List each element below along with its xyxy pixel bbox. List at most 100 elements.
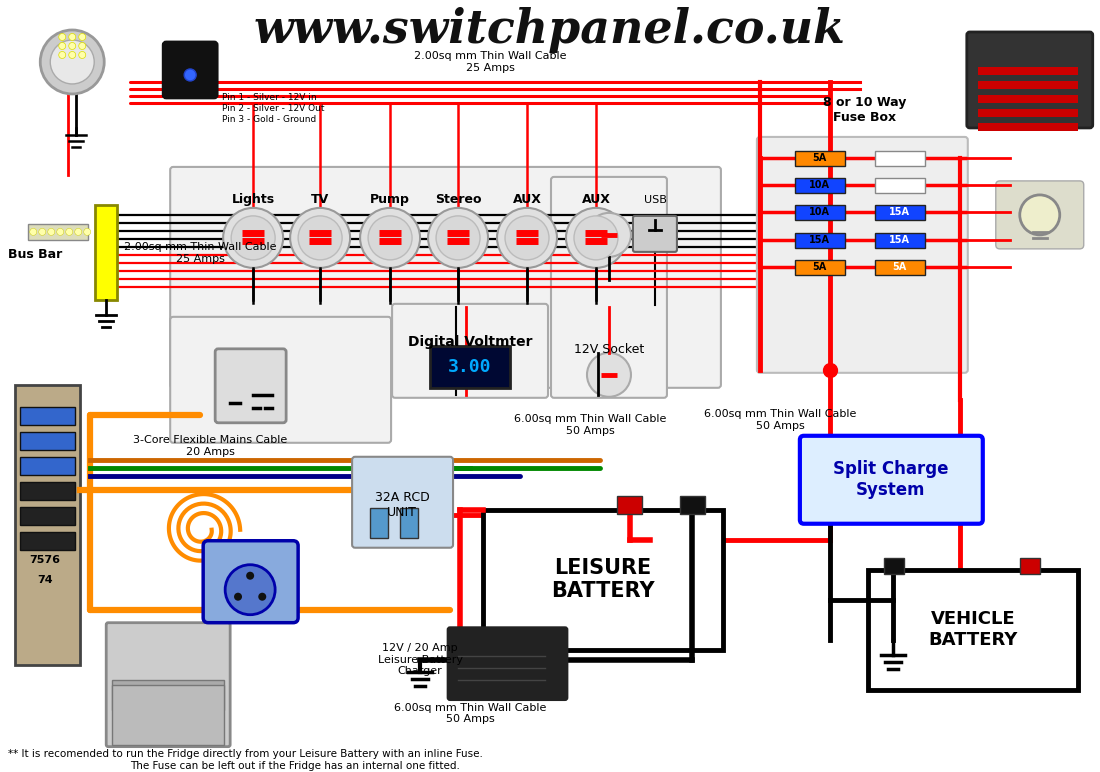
Circle shape xyxy=(436,216,480,260)
Bar xyxy=(978,81,1078,89)
Circle shape xyxy=(368,216,412,260)
FancyBboxPatch shape xyxy=(448,628,566,699)
Circle shape xyxy=(68,42,76,49)
FancyBboxPatch shape xyxy=(107,623,230,747)
Text: Lights: Lights xyxy=(232,194,275,206)
Text: Split Charge
System: Split Charge System xyxy=(833,460,948,499)
Circle shape xyxy=(226,565,275,615)
Text: Pin 3 - Gold - Ground: Pin 3 - Gold - Ground xyxy=(222,116,317,124)
FancyBboxPatch shape xyxy=(996,181,1084,249)
Text: 2.00sq mm Thin Wall Cable
25 Amps: 2.00sq mm Thin Wall Cable 25 Amps xyxy=(124,242,276,264)
FancyBboxPatch shape xyxy=(163,42,217,98)
Text: 3.00: 3.00 xyxy=(449,357,492,376)
Text: The Fuse can be left out if the Fridge has an internal one fitted.: The Fuse can be left out if the Fridge h… xyxy=(130,760,460,770)
FancyBboxPatch shape xyxy=(170,167,720,388)
Bar xyxy=(978,67,1078,75)
Bar xyxy=(1020,557,1040,574)
Circle shape xyxy=(566,208,626,268)
Text: 15A: 15A xyxy=(889,207,911,217)
Bar xyxy=(96,205,118,300)
Circle shape xyxy=(68,52,76,59)
Circle shape xyxy=(1020,195,1059,235)
Text: Digital Voltmter: Digital Voltmter xyxy=(408,335,532,349)
Text: 10A: 10A xyxy=(810,180,830,190)
FancyBboxPatch shape xyxy=(15,384,80,665)
Bar xyxy=(20,432,75,450)
Bar xyxy=(874,151,925,166)
Circle shape xyxy=(84,229,90,235)
Bar xyxy=(874,233,925,248)
Bar xyxy=(978,123,1078,131)
Circle shape xyxy=(47,229,55,235)
Text: USB: USB xyxy=(644,195,667,205)
Bar xyxy=(20,506,75,525)
Text: 15A: 15A xyxy=(810,235,830,245)
Circle shape xyxy=(66,229,73,235)
FancyBboxPatch shape xyxy=(632,216,676,252)
Bar xyxy=(29,224,88,240)
FancyBboxPatch shape xyxy=(392,304,548,398)
Bar xyxy=(20,532,75,550)
Bar xyxy=(680,496,705,513)
FancyBboxPatch shape xyxy=(868,570,1078,689)
Text: TV: TV xyxy=(311,194,329,206)
Text: ** It is recomended to run the Fridge directly from your Leisure Battery with an: ** It is recomended to run the Fridge di… xyxy=(9,749,483,759)
Circle shape xyxy=(58,33,66,40)
Circle shape xyxy=(290,208,350,268)
Bar xyxy=(795,260,845,275)
FancyBboxPatch shape xyxy=(800,435,982,523)
Circle shape xyxy=(258,593,266,601)
Text: Pin 1 - Silver - 12V in: Pin 1 - Silver - 12V in xyxy=(222,93,317,103)
Bar xyxy=(112,679,224,709)
Text: Bus Bar: Bus Bar xyxy=(8,249,63,262)
Circle shape xyxy=(79,33,86,40)
Circle shape xyxy=(79,52,86,59)
Bar xyxy=(874,178,925,193)
Circle shape xyxy=(58,52,66,59)
FancyBboxPatch shape xyxy=(204,540,298,623)
Circle shape xyxy=(587,213,631,257)
Text: 3-Core Flexible Mains Cable
20 Amps: 3-Core Flexible Mains Cable 20 Amps xyxy=(133,435,287,456)
Text: VEHICLE
BATTERY: VEHICLE BATTERY xyxy=(928,611,1018,649)
Text: 2.00sq mm Thin Wall Cable
25 Amps: 2.00sq mm Thin Wall Cable 25 Amps xyxy=(414,51,566,73)
Bar xyxy=(795,205,845,220)
Circle shape xyxy=(68,33,76,40)
Text: 12V Socket: 12V Socket xyxy=(574,344,645,357)
Text: 6.00sq mm Thin Wall Cable
50 Amps: 6.00sq mm Thin Wall Cable 50 Amps xyxy=(704,409,856,431)
Text: Pump: Pump xyxy=(370,194,410,206)
Text: 5A: 5A xyxy=(813,262,827,272)
Circle shape xyxy=(57,229,64,235)
FancyBboxPatch shape xyxy=(757,137,968,373)
Text: 32A RCD
UNIT: 32A RCD UNIT xyxy=(375,491,429,519)
Circle shape xyxy=(246,572,254,580)
Circle shape xyxy=(505,216,549,260)
FancyBboxPatch shape xyxy=(483,510,723,650)
Text: 6.00sq mm Thin Wall Cable
50 Amps: 6.00sq mm Thin Wall Cable 50 Amps xyxy=(514,414,667,435)
Bar xyxy=(400,508,418,538)
Text: LEISURE
BATTERY: LEISURE BATTERY xyxy=(551,558,654,601)
Bar xyxy=(20,407,75,425)
Circle shape xyxy=(223,208,283,268)
Text: 5A: 5A xyxy=(813,153,827,163)
Bar xyxy=(795,233,845,248)
Circle shape xyxy=(39,229,46,235)
Bar xyxy=(978,95,1078,103)
Text: 6.00sq mm Thin Wall Cable
50 Amps: 6.00sq mm Thin Wall Cable 50 Amps xyxy=(394,703,547,724)
FancyBboxPatch shape xyxy=(551,177,667,398)
Bar xyxy=(112,685,224,745)
Text: 5A: 5A xyxy=(893,262,907,272)
Circle shape xyxy=(41,30,104,94)
Text: 10A: 10A xyxy=(810,207,830,217)
Text: 74: 74 xyxy=(37,574,53,584)
Circle shape xyxy=(587,353,631,397)
Bar xyxy=(795,178,845,193)
Bar xyxy=(370,508,388,538)
Bar xyxy=(874,205,925,220)
Text: AUX: AUX xyxy=(582,194,610,206)
Circle shape xyxy=(574,216,618,260)
Text: Stereo: Stereo xyxy=(434,194,482,206)
Bar xyxy=(20,482,75,499)
Circle shape xyxy=(428,208,488,268)
Text: Pin 2 - Silver - 12V Out: Pin 2 - Silver - 12V Out xyxy=(222,104,324,113)
FancyBboxPatch shape xyxy=(352,457,453,547)
